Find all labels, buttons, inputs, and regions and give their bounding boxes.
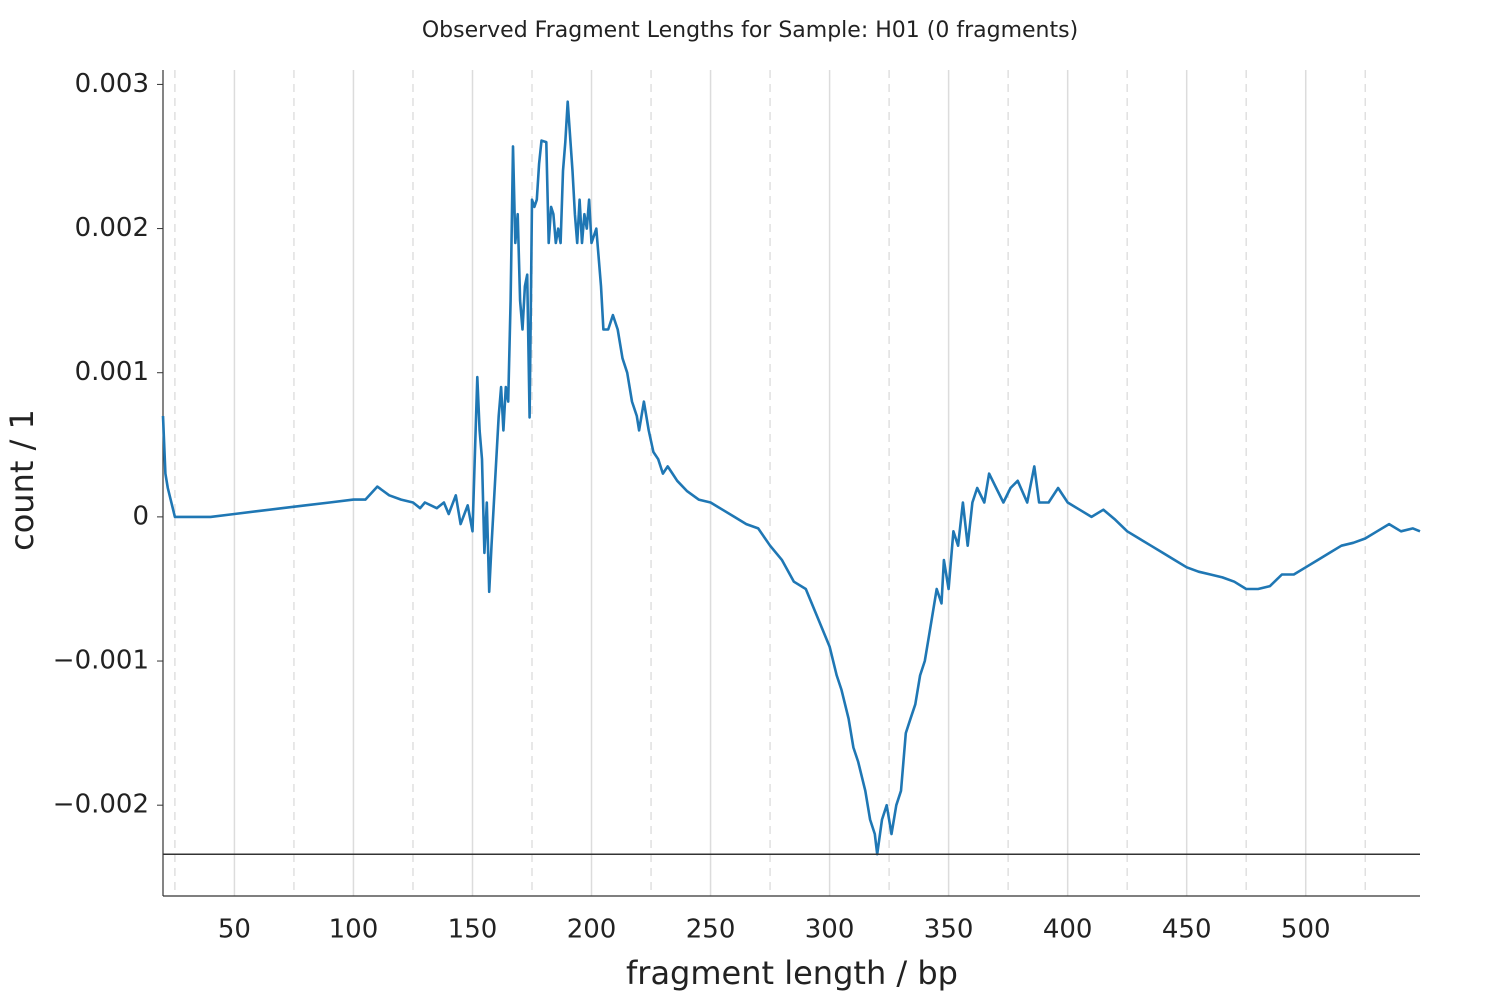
data-line <box>161 100 1421 856</box>
y-tick-label: 0.001 <box>75 357 149 387</box>
x-tick-label: 200 <box>567 915 617 945</box>
y-tick-label: 0 <box>132 501 149 531</box>
y-tick-label: −0.002 <box>53 790 149 820</box>
y-axis-label: count / 1 <box>3 409 41 551</box>
x-tick-label: 250 <box>686 915 736 945</box>
x-tick-label: 50 <box>218 915 251 945</box>
chart-title: Observed Fragment Lengths for Sample: H0… <box>422 18 1078 43</box>
x-tick-label: 350 <box>924 915 974 945</box>
x-tick-label: 450 <box>1162 915 1212 945</box>
x-tick-label: 400 <box>1043 915 1093 945</box>
x-tick-label: 300 <box>805 915 855 945</box>
x-axis-label: fragment length / bp <box>626 954 958 992</box>
x-tick-label: 500 <box>1281 915 1331 945</box>
x-tick-label: 150 <box>448 915 498 945</box>
y-tick-label: 0.003 <box>75 69 149 99</box>
y-tick-label: −0.001 <box>53 646 149 676</box>
x-tick-label: 100 <box>329 915 379 945</box>
y-tick-label: 0.002 <box>75 213 149 243</box>
